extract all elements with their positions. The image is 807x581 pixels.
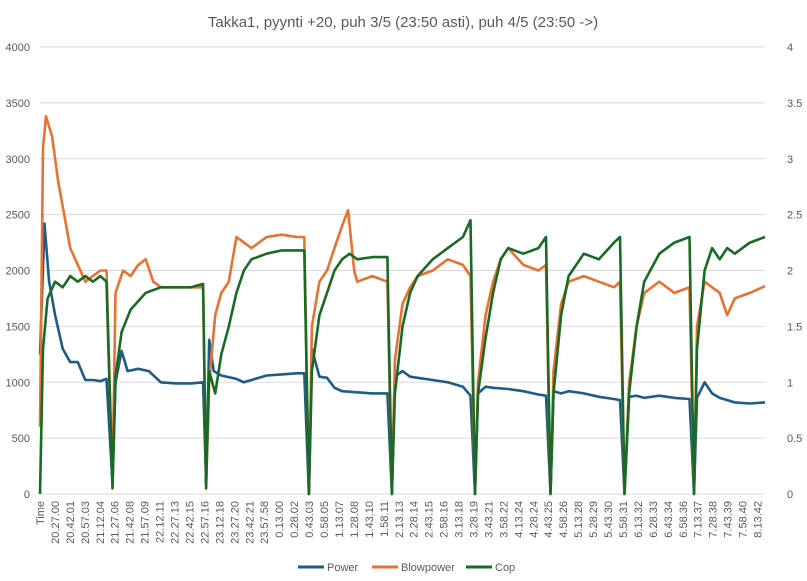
y-left-tick-label: 2000 [6, 266, 30, 278]
x-tick-label: 1.13.07 [334, 501, 346, 538]
y-left-tick-label: 2500 [6, 210, 30, 222]
x-tick-label: 23.57.58 [259, 501, 271, 544]
x-tick-label: 7.58.40 [738, 501, 750, 538]
x-tick-label: 23.12.18 [214, 501, 226, 544]
y-left-tick-label: 3000 [6, 154, 30, 166]
x-tick-label: 21.57.09 [140, 501, 152, 544]
x-tick-label: 3.43.21 [483, 501, 495, 538]
y-left-tick-label: 500 [12, 433, 30, 445]
x-tick-label: 4.28.24 [528, 501, 540, 538]
y-right-tick-label: 4 [787, 42, 793, 54]
y-right-tick-label: 1.5 [787, 321, 802, 333]
y-right-tick-label: 2.5 [787, 210, 802, 222]
x-tick-label: 5.43.30 [603, 501, 615, 538]
x-tick-label: 21.42.08 [125, 501, 137, 544]
left-axis: 0 500 1000 1500 2000 2500 3000 3500 4000 [6, 42, 30, 501]
x-tick-label: 22.42.15 [184, 501, 196, 544]
chart-title: Takka1, pyynti +20, puh 3/5 (23:50 asti)… [208, 14, 598, 31]
x-tick-label: 0.28.02 [289, 501, 301, 538]
x-tick-label: 20.27.00 [50, 501, 62, 544]
y-right-tick-label: 1 [787, 377, 793, 389]
x-tick-label: 2.58.16 [439, 501, 451, 538]
x-axis: Time 20.27.00 20.42.01 20.57.03 21.12.04 21.2… [35, 501, 765, 544]
x-tick-label: 1.28.08 [349, 501, 361, 538]
x-tick-label: 2.43.15 [424, 501, 436, 538]
y-left-tick-label: 1500 [6, 321, 30, 333]
y-left-tick-label: 1000 [6, 377, 30, 389]
right-axis: 0 0.5 1 1.5 2 2.5 3 3.5 4 [787, 42, 802, 501]
x-tick-label: 1.43.10 [364, 501, 376, 538]
legend-label-power: Power [327, 562, 359, 574]
series-line-power [38, 222, 766, 496]
y-right-tick-label: 0.5 [787, 433, 802, 445]
x-tick-label: 6.58.36 [678, 501, 690, 538]
x-tick-label: 23.42.21 [244, 501, 256, 544]
series-line-cop [38, 218, 766, 496]
x-tick-label: 1.58.11 [379, 501, 391, 537]
y-left-tick-label: 4000 [6, 42, 30, 54]
x-tick-label: 2.13.13 [394, 501, 406, 538]
x-tick-label: 0.58.05 [319, 501, 331, 538]
x-tick-label: 22.27.13 [170, 501, 182, 544]
x-tick-label: 7.13.37 [693, 501, 705, 538]
x-tick-label: 21.27.06 [110, 501, 122, 544]
legend-label-blowpower: Blowpower [401, 562, 455, 574]
x-tick-label: 0.13.00 [274, 501, 286, 538]
plot-area [38, 115, 766, 496]
y-left-tick-label: 3500 [6, 98, 30, 110]
x-tick-label: Time [35, 501, 47, 525]
x-tick-label: 3.58.22 [498, 501, 510, 538]
legend-label-cop: Cop [495, 562, 515, 574]
y-right-tick-label: 3 [787, 154, 793, 166]
x-tick-label: 2.28.14 [409, 501, 421, 538]
x-tick-label: 4.13.24 [513, 501, 525, 538]
x-tick-label: 20.42.01 [65, 501, 77, 544]
x-tick-label: 20.57.03 [80, 501, 92, 544]
x-tick-label: 7.43.39 [723, 501, 735, 538]
x-tick-label: 23.27.20 [229, 501, 241, 544]
x-tick-label: 7.28.38 [708, 501, 720, 538]
legend: Power Blowpower Cop [298, 562, 515, 574]
x-tick-label: 6.13.32 [633, 501, 645, 538]
x-tick-label: 5.28.29 [588, 501, 600, 538]
x-tick-label: 5.58.31 [618, 501, 630, 538]
x-tick-label: 4.58.26 [558, 501, 570, 538]
x-tick-label: 0.43.03 [304, 501, 316, 538]
y-right-tick-label: 2 [787, 266, 793, 278]
y-right-tick-label: 3.5 [787, 98, 802, 110]
x-tick-label: 22.57.16 [199, 501, 211, 544]
x-tick-label: 6.43.34 [663, 501, 675, 538]
x-tick-label: 4.43.25 [543, 501, 555, 538]
x-tick-label: 21.12.04 [95, 501, 107, 544]
x-tick-label: 3.28.19 [469, 501, 481, 538]
y-left-tick-label: 0 [24, 489, 30, 501]
x-tick-label: 5.13.28 [573, 501, 585, 538]
series-line-blowpower [38, 115, 766, 496]
x-tick-label: 6.28.33 [648, 501, 660, 538]
y-right-tick-label: 0 [787, 489, 793, 501]
x-tick-label: 3.13.18 [454, 501, 466, 538]
x-tick-label: 8.13.42 [753, 501, 765, 538]
x-tick-label: 22.12.11 [155, 501, 167, 543]
